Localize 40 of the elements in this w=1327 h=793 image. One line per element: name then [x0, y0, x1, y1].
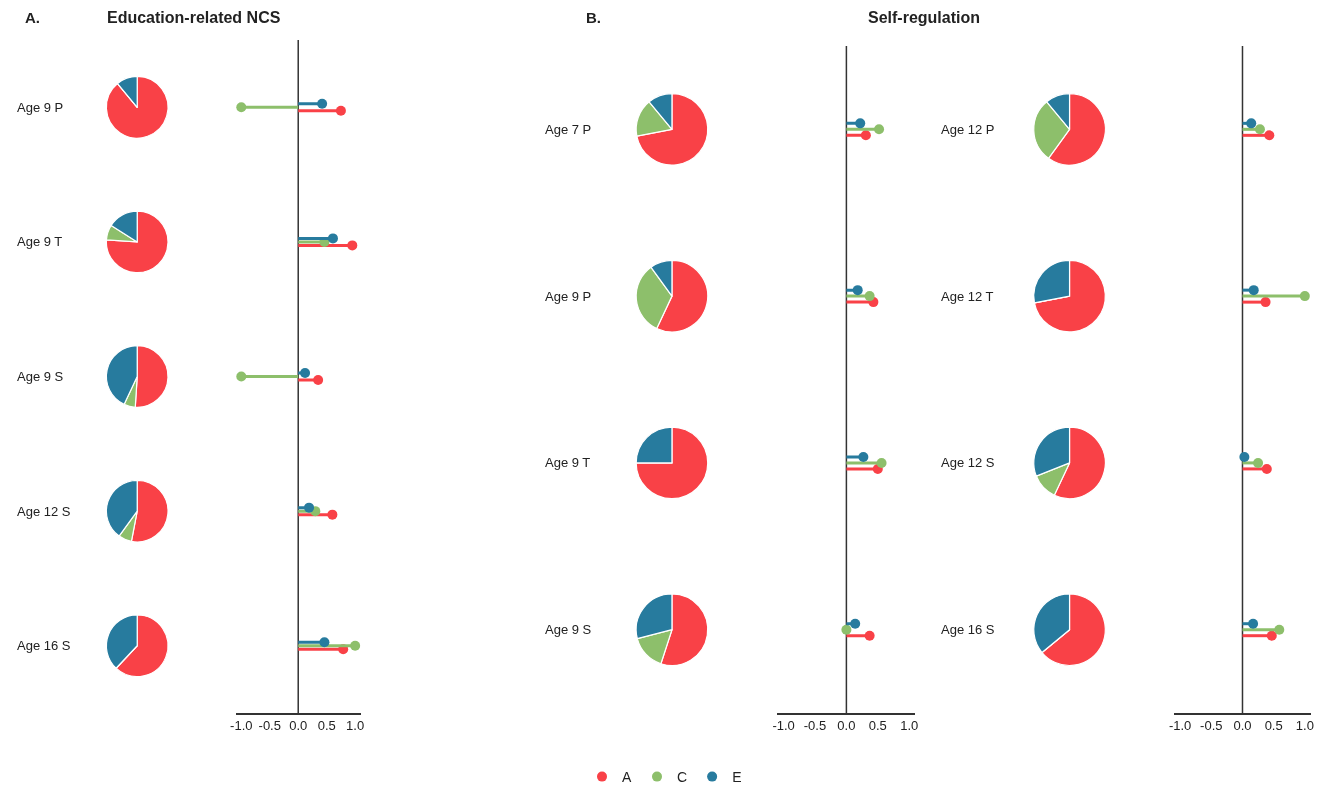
- x-tick-label: 0.5: [317, 718, 336, 734]
- text: Age 12 P: [941, 122, 995, 137]
- pie-slice: [1033, 259, 1106, 333]
- x-tick-label: 1.0: [900, 718, 919, 734]
- text: Age 16 S: [941, 622, 995, 637]
- x-tick-label: -1.0: [230, 718, 253, 734]
- text: Age 9 T: [545, 455, 591, 470]
- text: Age 12 T: [941, 289, 994, 304]
- text: Education-related NCS: [107, 9, 281, 26]
- pie-slice: [105, 75, 169, 139]
- x-tick-label: 0.0: [289, 718, 308, 734]
- x-tick-label: -0.5: [258, 718, 281, 734]
- text: Age 12 S: [17, 504, 71, 519]
- text: B.: [586, 9, 601, 26]
- legend-label: E: [732, 769, 742, 786]
- text: Age 9 S: [17, 369, 64, 384]
- text: A.: [25, 9, 40, 26]
- text: Age 9 S: [545, 622, 592, 637]
- pie-slice: [636, 92, 709, 166]
- text: Age 9 P: [17, 100, 64, 115]
- legend-label: A: [622, 769, 632, 786]
- x-tick-label: -1.0: [1168, 718, 1192, 734]
- text: Age 16 S: [17, 638, 71, 653]
- x-tick-label: 0.0: [837, 718, 856, 734]
- x-tick-label: -1.0: [772, 718, 795, 734]
- x-tick-label: 0.5: [1264, 718, 1283, 734]
- x-tick-label: 0.5: [868, 718, 887, 734]
- pie-slice: [105, 210, 169, 274]
- pie-slice: [635, 426, 709, 500]
- text: Age 7 P: [545, 122, 592, 137]
- legend-label: C: [677, 769, 688, 786]
- x-tick-label: 0.0: [1233, 718, 1252, 734]
- text: Age 9 T: [17, 234, 63, 249]
- text: Self-regulation: [868, 9, 981, 26]
- text: Age 12 S: [941, 455, 995, 470]
- text: Age 9 P: [545, 289, 592, 304]
- x-tick-label: -0.5: [1200, 718, 1223, 734]
- x-tick-label: 1.0: [346, 718, 365, 734]
- x-tick-label: 1.0: [1295, 718, 1314, 734]
- x-tick-label: -0.5: [803, 718, 827, 734]
